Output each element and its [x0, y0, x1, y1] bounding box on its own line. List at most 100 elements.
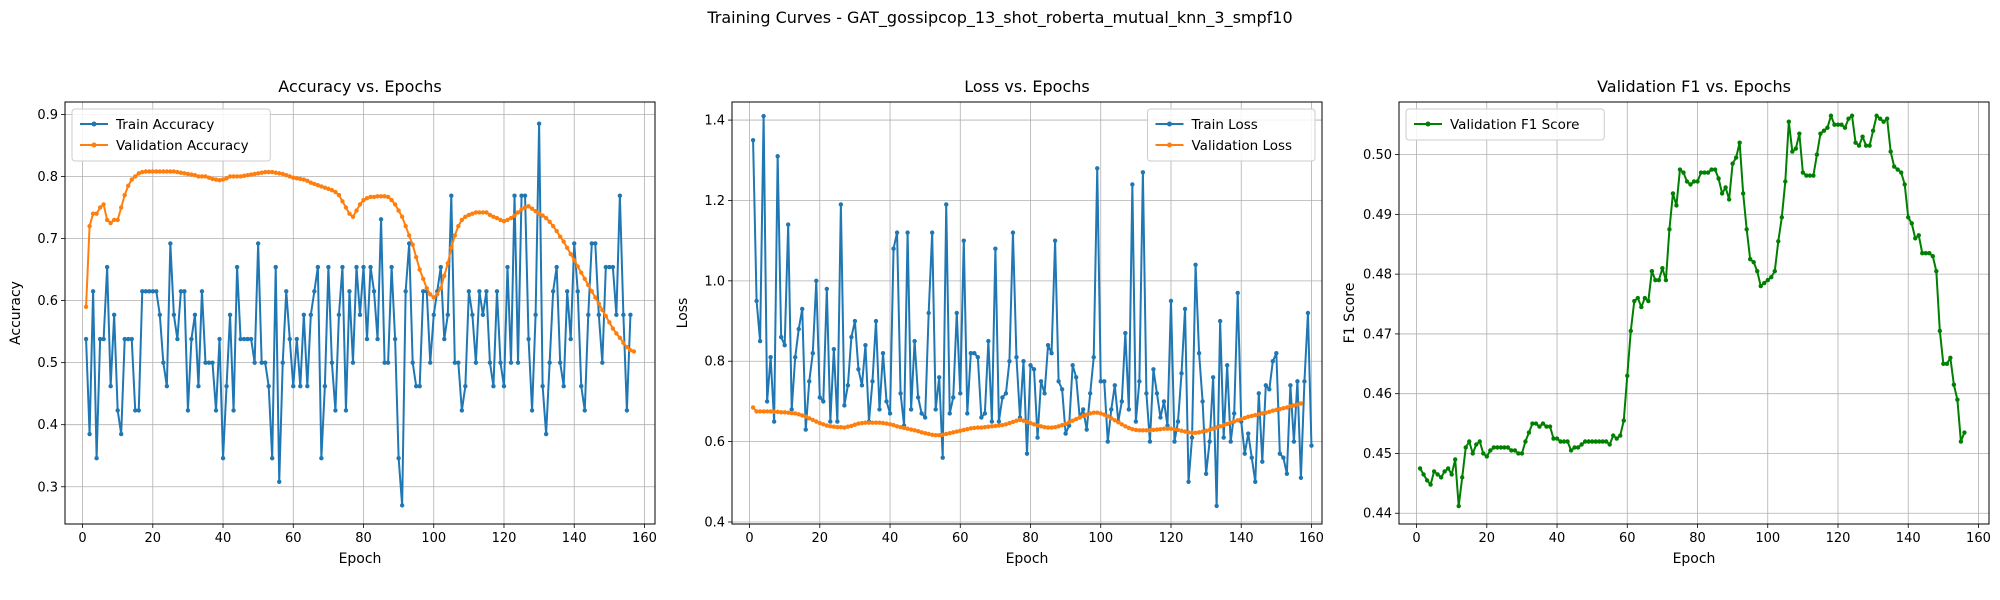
data-point: [312, 289, 317, 294]
data-point: [1758, 283, 1763, 289]
data-point: [940, 432, 945, 437]
data-point: [610, 264, 616, 270]
data-point: [1098, 379, 1103, 384]
data-point: [1147, 439, 1153, 444]
data-point: [838, 424, 844, 430]
data-point: [958, 428, 963, 433]
data-point: [782, 342, 787, 348]
x-tick-label: 100: [1755, 531, 1780, 546]
data-point: [1298, 401, 1304, 406]
data-point: [494, 215, 500, 221]
data-point: [572, 241, 577, 246]
data-point: [83, 304, 89, 309]
data-point: [852, 422, 858, 427]
data-point: [1073, 375, 1079, 380]
data-point: [1224, 421, 1230, 427]
data-point: [817, 420, 822, 426]
data-point: [1274, 350, 1279, 356]
legend: Train Loss Validation Loss: [1147, 108, 1316, 162]
data-point: [1656, 277, 1662, 283]
x-tick-label: 120: [1159, 531, 1184, 546]
data-point: [958, 391, 963, 396]
data-point: [1793, 146, 1799, 151]
data-point: [178, 170, 184, 175]
data-point: [1028, 420, 1033, 426]
data-point: [473, 210, 479, 215]
data-point: [1059, 387, 1065, 392]
data-point: [477, 289, 482, 294]
data-point: [1063, 431, 1068, 436]
data-point: [764, 399, 770, 404]
data-point: [1554, 436, 1560, 441]
data-point: [378, 194, 384, 199]
data-point: [761, 113, 766, 119]
x-tick-label: 120: [1826, 531, 1851, 546]
data-point: [1491, 445, 1497, 450]
legend-box: [1405, 108, 1605, 141]
data-point: [905, 426, 910, 431]
y-tick-label: 0.50: [1363, 148, 1392, 163]
data-point: [1537, 424, 1542, 429]
data-point: [1210, 375, 1216, 380]
data-point: [1246, 414, 1251, 419]
data-point: [1253, 479, 1258, 484]
data-point: [428, 292, 433, 297]
data-point: [336, 192, 342, 198]
y-tick-label: 0.49: [1363, 208, 1392, 223]
data-point: [926, 310, 931, 316]
data-point: [319, 456, 324, 461]
data-point: [487, 360, 493, 365]
data-point: [136, 171, 141, 176]
data-point: [1449, 472, 1454, 477]
data-point: [1137, 379, 1142, 384]
data-point: [1102, 379, 1107, 384]
data-point: [757, 338, 763, 344]
data-point: [972, 425, 977, 431]
data-point: [115, 217, 120, 223]
data-point: [1291, 439, 1297, 444]
y-tick-label: 0.45: [1363, 447, 1392, 462]
data-point: [1144, 391, 1149, 396]
data-point: [122, 192, 127, 198]
y-tick-label: 0.8: [704, 355, 725, 370]
data-point: [937, 432, 942, 438]
data-point: [498, 360, 503, 365]
data-point: [1733, 155, 1739, 160]
data-point: [231, 174, 236, 179]
data-point: [810, 417, 815, 423]
data-point: [1740, 191, 1746, 196]
data-point: [1200, 399, 1205, 404]
x-tick-label: 0: [745, 531, 753, 546]
data-point: [842, 425, 847, 430]
data-point: [1126, 407, 1132, 412]
data-point: [870, 379, 875, 384]
x-axis-label: Epoch: [339, 551, 382, 567]
data-point: [1435, 472, 1440, 477]
data-point: [185, 171, 191, 177]
data-point: [1853, 140, 1858, 145]
data-point: [1863, 143, 1869, 148]
tick-labels: 0 20 40 60 80 100 120 140 160 0.3 0.4 0.5 0.6 0.7 0.8 0…: [37, 108, 657, 546]
x-tick-label: 140: [1229, 531, 1254, 546]
data-point: [1558, 439, 1563, 444]
data-point: [343, 408, 349, 413]
data-point: [1632, 298, 1637, 304]
data-point: [1274, 407, 1279, 413]
data-point: [350, 214, 356, 220]
data-point: [617, 335, 623, 341]
data-point: [880, 420, 886, 426]
data-point: [326, 264, 331, 270]
data-point: [1228, 420, 1233, 425]
data-point: [575, 289, 580, 294]
data-point: [333, 189, 338, 195]
y-tick-label: 0.44: [1363, 507, 1392, 522]
data-point: [126, 336, 131, 342]
data-point: [1523, 439, 1528, 444]
data-point: [1088, 391, 1093, 396]
data-point: [1698, 170, 1704, 175]
data-point: [565, 289, 570, 294]
data-point: [1207, 427, 1212, 433]
data-point: [480, 210, 486, 215]
data-point: [245, 336, 250, 342]
data-point: [308, 180, 314, 185]
